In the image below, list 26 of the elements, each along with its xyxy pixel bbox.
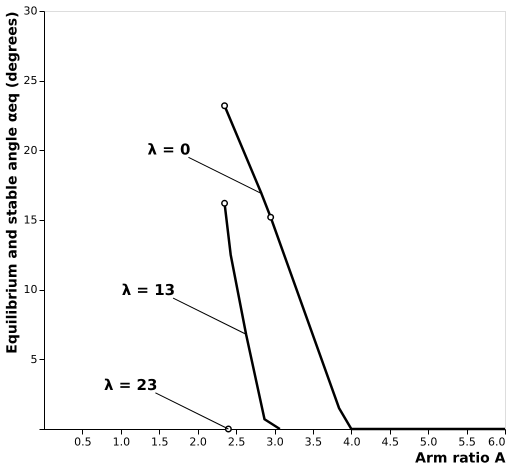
y-tick-label: 15: [24, 214, 38, 226]
y-axis-title: Equilibrium and stable angle αeq (degrees): [4, 12, 21, 354]
x-axis-title: Arm ratio A: [415, 450, 506, 466]
x-tick-label: 1.0: [112, 436, 130, 448]
y-tick-label: 10: [24, 283, 38, 296]
annotation: λ = 23: [104, 376, 158, 394]
annotation: λ = 0: [147, 140, 190, 158]
y-tick-label: 25: [24, 74, 38, 88]
x-tick-label: 4.0: [343, 436, 361, 448]
y-tick-label: 20: [24, 144, 38, 157]
x-tick-label: 0.5: [74, 436, 92, 448]
x-tick-label: 2.0: [189, 436, 207, 448]
point: [221, 102, 228, 110]
x-tick-label: 3.5: [304, 436, 322, 448]
y-tick-label: 5: [30, 352, 38, 366]
x-tick-label: 5.5: [458, 436, 476, 448]
x-tick-label: 2.5: [228, 436, 246, 448]
x-tick-label: 3.0: [266, 436, 284, 448]
x-tick-label: 1.5: [151, 436, 168, 448]
x-tick-label: 6.0: [488, 436, 506, 448]
point: [267, 214, 274, 221]
y-tick-label: 30: [24, 4, 38, 18]
x-tick-label: 4.5: [382, 436, 399, 448]
x-tick-label: 5.0: [420, 436, 438, 448]
annotation: λ = 13: [122, 281, 176, 300]
point: [221, 200, 228, 207]
